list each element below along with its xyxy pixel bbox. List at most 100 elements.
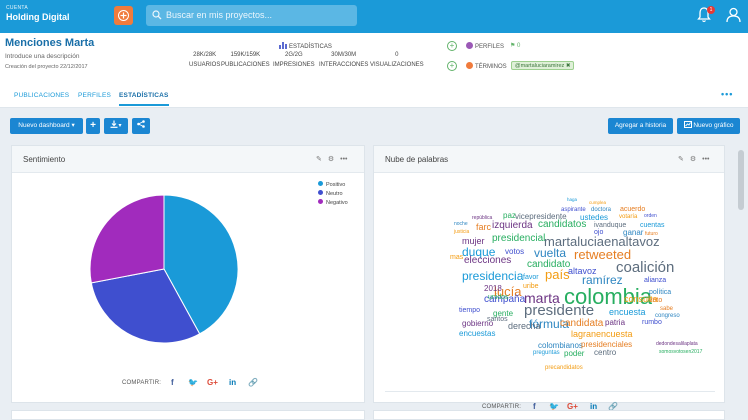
linkedin-icon[interactable]: in bbox=[590, 402, 598, 411]
word-cloud-word[interactable]: coalición bbox=[616, 259, 675, 276]
word-cloud-word[interactable]: paz bbox=[503, 211, 516, 220]
word-cloud-word[interactable]: preguntas bbox=[533, 350, 560, 356]
pie-slice-positivo[interactable] bbox=[163, 194, 239, 335]
word-cloud-word[interactable]: centro bbox=[594, 348, 617, 357]
legend-item-negativo[interactable]: Negativo bbox=[318, 199, 348, 206]
linkedin-icon[interactable]: in bbox=[229, 378, 237, 387]
word-cloud-word[interactable]: mas bbox=[450, 254, 464, 261]
word-cloud-word[interactable]: favor bbox=[523, 274, 539, 281]
bell-icon[interactable] bbox=[697, 7, 711, 23]
link-icon[interactable]: 🔗 bbox=[608, 402, 618, 411]
word-cloud-word[interactable]: ustedes bbox=[580, 213, 609, 222]
word-cloud-word[interactable]: marta bbox=[524, 290, 560, 306]
word-cloud-word[interactable]: ganar bbox=[623, 228, 644, 237]
word-cloud-word[interactable]: política bbox=[649, 289, 672, 296]
pie-slice-negativo[interactable] bbox=[89, 194, 165, 284]
more-icon[interactable]: ••• bbox=[340, 156, 348, 163]
word-cloud-word[interactable]: elecciones bbox=[464, 255, 512, 266]
more-options-icon[interactable]: ••• bbox=[721, 89, 734, 99]
word-cloud-word[interactable]: candidata bbox=[560, 318, 604, 329]
word-cloud-word[interactable]: ojo bbox=[594, 229, 604, 236]
word-cloud-word[interactable]: fórmula bbox=[529, 317, 570, 331]
word-cloud-word[interactable]: retweeted bbox=[574, 247, 632, 262]
word-cloud-word[interactable]: altavoz bbox=[568, 266, 597, 276]
word-cloud-word[interactable]: sabe bbox=[660, 306, 674, 312]
word-cloud-word[interactable]: orden bbox=[644, 213, 657, 219]
word-cloud-word[interactable]: colombia bbox=[564, 284, 653, 309]
word-cloud-word[interactable]: poder bbox=[564, 349, 585, 358]
tab-perfiles[interactable]: PERFILES bbox=[78, 92, 112, 99]
add-to-history-button[interactable]: Agregar a historia bbox=[608, 118, 673, 134]
word-cloud-word[interactable]: aspirante bbox=[561, 207, 586, 213]
new-dashboard-button[interactable]: Nuevo dashboard ▾ bbox=[10, 118, 83, 134]
word-cloud-word[interactable]: encuesta bbox=[609, 307, 646, 317]
word-cloud-word[interactable]: gente bbox=[493, 309, 514, 318]
word-cloud-word[interactable]: martaluciaenaltavoz bbox=[544, 234, 660, 249]
word-cloud-word[interactable]: futuro bbox=[645, 231, 658, 237]
word-cloud-word[interactable]: alianza bbox=[644, 277, 667, 284]
word-cloud-word[interactable]: justicia bbox=[454, 229, 470, 235]
word-cloud-word[interactable]: izquierda bbox=[492, 220, 533, 231]
word-cloud-word[interactable]: cumplea bbox=[589, 200, 607, 205]
tab-publicaciones[interactable]: PUBLICACIONES bbox=[14, 92, 70, 99]
word-cloud-word[interactable]: precandidatos bbox=[545, 365, 583, 371]
word-cloud-word[interactable]: colombianos bbox=[538, 341, 583, 350]
page-title[interactable]: Menciones Marta bbox=[5, 37, 95, 49]
word-cloud-word[interactable]: dedondesalilaplata bbox=[656, 341, 698, 347]
twitter-icon[interactable]: 🐦 bbox=[549, 402, 559, 411]
word-cloud-word[interactable]: santos bbox=[487, 316, 508, 323]
word-cloud-word[interactable]: rumbo bbox=[642, 319, 662, 326]
create-button[interactable] bbox=[114, 6, 133, 25]
word-cloud-word[interactable]: congreso bbox=[655, 313, 680, 319]
twitter-icon[interactable]: 🐦 bbox=[188, 378, 198, 387]
share-button[interactable] bbox=[132, 118, 150, 134]
word-cloud-word[interactable]: cuentas bbox=[640, 222, 665, 229]
word-cloud-word[interactable]: vicepresidente bbox=[515, 212, 567, 221]
word-cloud-word[interactable]: lucía bbox=[494, 284, 522, 299]
word-cloud-word[interactable]: doctora bbox=[591, 207, 612, 213]
word-cloud-word[interactable]: somosvotosen2017 bbox=[659, 349, 703, 355]
edit-icon[interactable]: ✎ bbox=[316, 156, 322, 163]
word-cloud-word[interactable]: haga bbox=[567, 197, 578, 202]
word-cloud-word[interactable]: gobierno bbox=[462, 319, 494, 328]
search-input[interactable]: Buscar en mis proyectos... bbox=[146, 5, 357, 26]
legend-item-neutro[interactable]: Neutro bbox=[318, 190, 348, 197]
word-cloud-word[interactable]: encuestas bbox=[459, 329, 496, 338]
word-cloud-word[interactable]: patria bbox=[605, 318, 626, 327]
facebook-icon[interactable]: f bbox=[533, 402, 536, 411]
link-icon[interactable]: 🔗 bbox=[248, 378, 258, 387]
add-profile-icon[interactable]: + bbox=[447, 41, 457, 51]
tab-estadisticas[interactable]: ESTADÍSTICAS bbox=[119, 92, 169, 106]
word-cloud-word[interactable]: presidencia bbox=[462, 269, 524, 283]
word-cloud-word[interactable]: acuerdo bbox=[620, 206, 646, 213]
word-cloud-word[interactable]: noche bbox=[454, 221, 468, 227]
word-cloud-word[interactable]: derecha bbox=[508, 321, 541, 331]
facebook-icon[interactable]: f bbox=[171, 378, 174, 387]
word-cloud-word[interactable]: duque bbox=[462, 245, 496, 259]
scrollbar[interactable] bbox=[738, 150, 744, 210]
word-cloud-word[interactable]: tiempo bbox=[459, 307, 481, 314]
term-tag[interactable]: @martaluciaramirez ✖ bbox=[511, 61, 575, 70]
word-cloud-word[interactable]: vuelta bbox=[534, 246, 567, 260]
pie-slice-neutro[interactable] bbox=[90, 268, 201, 344]
gear-icon[interactable]: ⚙ bbox=[689, 156, 697, 163]
project-description[interactable]: Introduce una descripción bbox=[5, 53, 80, 60]
word-cloud-word[interactable]: votaría bbox=[619, 214, 638, 220]
account-brand[interactable]: CUENTA Holding Digital bbox=[6, 5, 70, 22]
word-cloud-word[interactable]: uribe bbox=[523, 283, 539, 290]
download-button[interactable]: ▾ bbox=[104, 118, 128, 134]
word-cloud-word[interactable]: país bbox=[545, 267, 570, 282]
word-cloud-word[interactable]: campaña bbox=[484, 294, 526, 305]
user-icon[interactable] bbox=[726, 7, 741, 23]
word-cloud-word[interactable]: candidato bbox=[527, 259, 571, 270]
word-cloud-word[interactable]: votos bbox=[505, 247, 525, 256]
word-cloud-word[interactable]: 2018 bbox=[484, 284, 502, 293]
word-cloud-word[interactable]: unidos bbox=[488, 294, 509, 301]
add-button[interactable]: + bbox=[86, 118, 100, 134]
word-cloud-word[interactable]: voto bbox=[649, 297, 663, 304]
word-cloud-word[interactable]: farc bbox=[476, 222, 492, 232]
google-plus-icon[interactable]: G+ bbox=[567, 402, 578, 411]
google-plus-icon[interactable]: G+ bbox=[207, 378, 218, 387]
add-term-icon[interactable]: + bbox=[447, 61, 457, 71]
word-cloud-word[interactable]: mujer bbox=[462, 236, 485, 246]
